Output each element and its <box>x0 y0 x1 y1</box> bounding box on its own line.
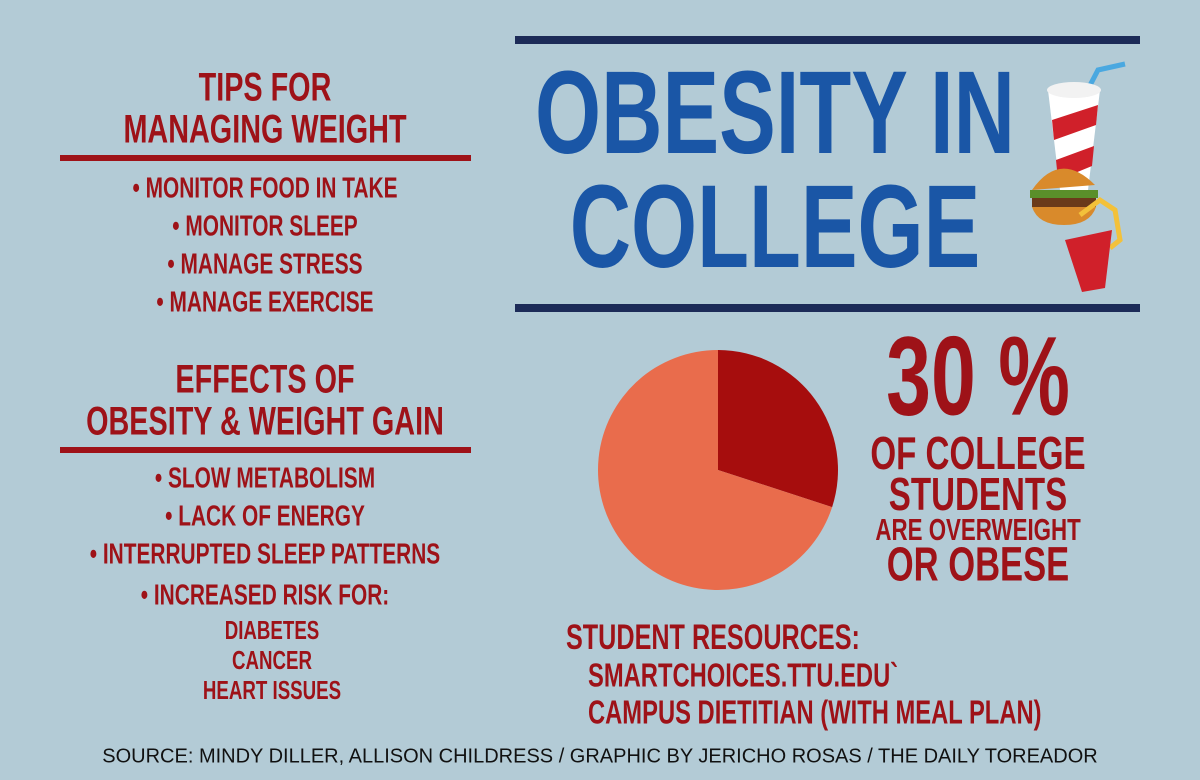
title-rule <box>515 36 1140 44</box>
effects-heading: OBESITY & WEIGHT GAIN <box>86 399 444 444</box>
stat-caption: ARE OVERWEIGHT <box>875 513 1081 547</box>
divider <box>60 155 471 161</box>
resource-item: CAMPUS DIETITIAN (WITH MEAL PLAN) <box>588 695 1042 732</box>
tips-heading: TIPS FOR <box>199 65 332 110</box>
risk-item: CANCER <box>232 645 312 675</box>
stat-caption: STUDENTS <box>889 470 1067 520</box>
effect-item: • SLOW METABOLISM <box>155 462 375 494</box>
title-rule <box>515 304 1140 312</box>
effect-item: • INCREASED RISK FOR: <box>141 579 389 611</box>
effect-item: • INTERRUPTED SLEEP PATTERNS <box>90 538 440 570</box>
food-icon <box>1030 61 1126 292</box>
resources-heading: STUDENT RESOURCES: <box>566 618 860 657</box>
tip-item: • MONITOR FOOD IN TAKE <box>132 172 397 204</box>
tip-item: • MANAGE STRESS <box>167 248 362 280</box>
source: SOURCE: MINDY DILLER, ALLISON CHILDRESS … <box>102 745 1097 767</box>
stat-caption: OR OBESE <box>887 537 1069 591</box>
title: COLLEGE <box>570 160 981 292</box>
tip-item: • MONITOR SLEEP <box>172 210 357 242</box>
pie-slice <box>597 350 833 590</box>
tips-heading: MANAGING WEIGHT <box>123 107 406 152</box>
effects-heading: EFFECTS OF <box>175 357 354 402</box>
tip-item: • MANAGE EXERCISE <box>156 286 373 318</box>
resource-item: SMARTCHOICES.TTU.EDU` <box>588 658 898 695</box>
stat-value: 30 % <box>886 314 1070 439</box>
risk-item: HEART ISSUES <box>203 675 341 705</box>
stat-caption: OF COLLEGE <box>870 429 1085 479</box>
effect-item: • LACK OF ENERGY <box>165 500 365 532</box>
risk-item: DIABETES <box>225 615 320 645</box>
pie-slice <box>718 350 838 508</box>
divider <box>60 447 471 453</box>
title: OBESITY IN <box>535 46 1015 178</box>
